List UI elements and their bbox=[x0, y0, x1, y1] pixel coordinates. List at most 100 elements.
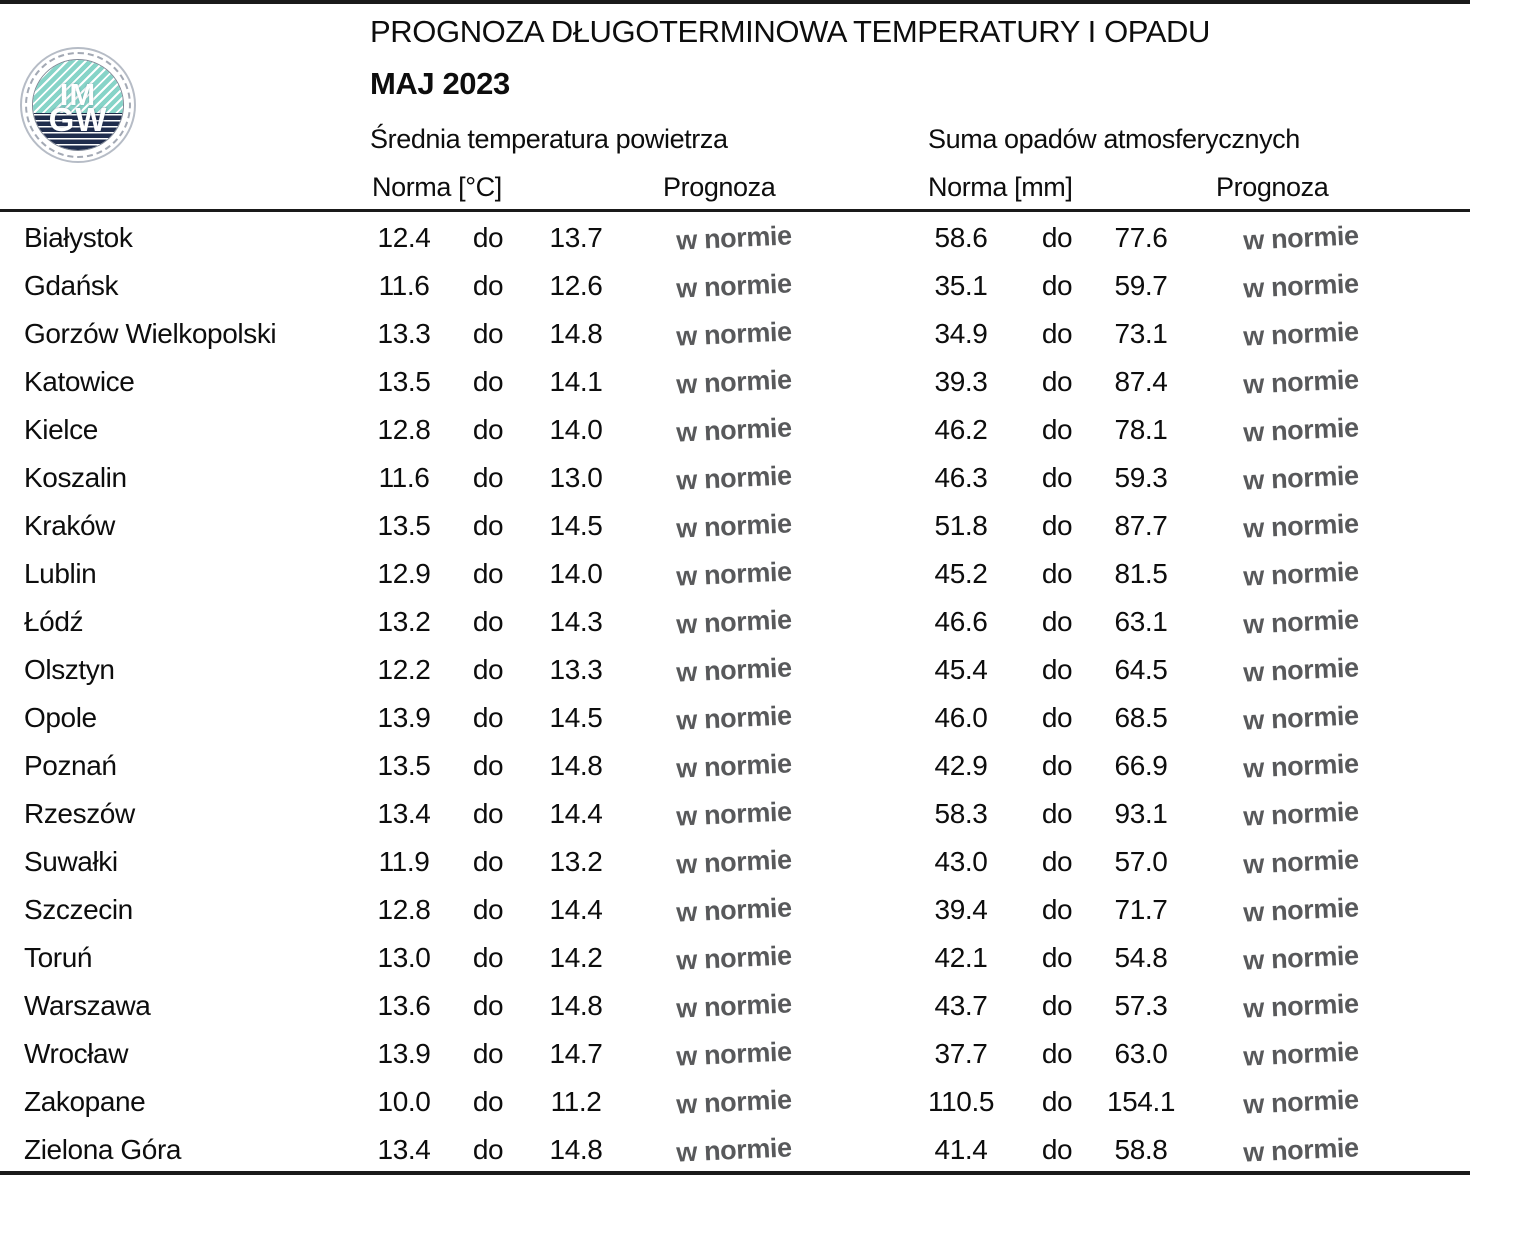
precip-min: 35.1 bbox=[934, 270, 988, 301]
city-name: Gorzów Wielkopolski bbox=[24, 318, 277, 349]
column-header-precip-forecast: Prognoza bbox=[1216, 172, 1329, 202]
city-name: Gdańsk bbox=[24, 270, 119, 301]
precip-max: 54.8 bbox=[1114, 942, 1168, 973]
city-name: Białystok bbox=[24, 222, 133, 253]
temp-min: 13.3 bbox=[377, 318, 431, 349]
precip-max: 59.7 bbox=[1114, 270, 1168, 301]
precip-forecast: w normie bbox=[1242, 1131, 1360, 1168]
temp-max: 14.1 bbox=[549, 366, 603, 397]
precip-forecast: w normie bbox=[1242, 315, 1360, 352]
temp-forecast: w normie bbox=[675, 699, 793, 736]
temp-forecast: w normie bbox=[675, 315, 793, 352]
precip-min: 34.9 bbox=[934, 318, 988, 349]
temp-min: 13.6 bbox=[377, 990, 431, 1021]
temp-max: 13.0 bbox=[549, 462, 603, 493]
temp-min: 10.0 bbox=[377, 1086, 431, 1117]
precip-min: 37.7 bbox=[934, 1038, 988, 1069]
range-separator: do bbox=[472, 414, 504, 445]
city-name: Zakopane bbox=[24, 1086, 146, 1117]
precip-min: 41.4 bbox=[934, 1134, 988, 1165]
temp-max: 14.5 bbox=[549, 510, 603, 541]
range-separator: do bbox=[472, 558, 504, 589]
range-separator: do bbox=[472, 222, 504, 253]
precip-forecast: w normie bbox=[1242, 363, 1360, 400]
table-row: Szczecin 12.8 do 14.4 w normie 39.4 do 7… bbox=[0, 886, 1536, 934]
table-row: Gdańsk 11.6 do 12.6 w normie 35.1 do 59.… bbox=[0, 262, 1536, 310]
logo-ring-microtext bbox=[25, 52, 131, 158]
page-title: PROGNOZA DŁUGOTERMINOWA TEMPERATURY I OP… bbox=[370, 14, 1211, 49]
temp-min: 12.8 bbox=[377, 414, 431, 445]
temp-forecast: w normie bbox=[675, 603, 793, 640]
precip-min: 39.4 bbox=[934, 894, 988, 925]
city-name: Koszalin bbox=[24, 462, 127, 493]
range-separator: do bbox=[472, 942, 504, 973]
precip-min: 42.1 bbox=[934, 942, 988, 973]
temp-max: 14.8 bbox=[549, 318, 603, 349]
temp-max: 14.4 bbox=[549, 894, 603, 925]
precip-max: 57.3 bbox=[1114, 990, 1168, 1021]
range-separator: do bbox=[1041, 1086, 1073, 1117]
city-name: Kraków bbox=[24, 510, 115, 541]
range-separator: do bbox=[1041, 654, 1073, 685]
logo-text-im: IM bbox=[59, 76, 97, 112]
range-separator: do bbox=[472, 462, 504, 493]
temp-max: 14.7 bbox=[549, 1038, 603, 1069]
temp-min: 13.5 bbox=[377, 750, 431, 781]
range-separator: do bbox=[1041, 1134, 1073, 1165]
range-separator: do bbox=[472, 990, 504, 1021]
range-separator: do bbox=[472, 606, 504, 637]
city-name: Rzeszów bbox=[24, 798, 135, 829]
temp-max: 12.6 bbox=[549, 270, 603, 301]
temp-min: 12.2 bbox=[377, 654, 431, 685]
temp-forecast: w normie bbox=[675, 1083, 793, 1120]
precip-max: 68.5 bbox=[1114, 702, 1168, 733]
range-separator: do bbox=[1041, 222, 1073, 253]
column-header-precip-norm: Norma [mm] bbox=[928, 172, 1073, 202]
precip-max: 154.1 bbox=[1106, 1086, 1176, 1117]
precip-min: 110.5 bbox=[928, 1086, 994, 1117]
precip-forecast: w normie bbox=[1242, 987, 1360, 1024]
range-separator: do bbox=[472, 846, 504, 877]
temp-forecast: w normie bbox=[675, 411, 793, 448]
table-row: Opole 13.9 do 14.5 w normie 46.0 do 68.5… bbox=[0, 694, 1536, 742]
temp-forecast: w normie bbox=[675, 507, 793, 544]
table-row: Poznań 13.5 do 14.8 w normie 42.9 do 66.… bbox=[0, 742, 1536, 790]
city-name: Poznań bbox=[24, 750, 117, 781]
temp-min: 12.8 bbox=[377, 894, 431, 925]
city-name: Łódź bbox=[24, 606, 84, 637]
city-name: Zielona Góra bbox=[24, 1134, 182, 1165]
precip-max: 58.8 bbox=[1114, 1134, 1168, 1165]
precip-min: 42.9 bbox=[934, 750, 988, 781]
temp-forecast: w normie bbox=[675, 1131, 793, 1168]
temp-max: 11.2 bbox=[550, 1086, 602, 1117]
precip-max: 66.9 bbox=[1114, 750, 1168, 781]
temp-min: 13.0 bbox=[377, 942, 431, 973]
header-separator-rule bbox=[0, 209, 1470, 212]
temp-max: 14.2 bbox=[549, 942, 603, 973]
precip-max: 71.7 bbox=[1114, 894, 1168, 925]
temp-forecast: w normie bbox=[675, 795, 793, 832]
range-separator: do bbox=[472, 702, 504, 733]
temp-max: 14.8 bbox=[549, 990, 603, 1021]
precip-forecast: w normie bbox=[1242, 267, 1360, 304]
range-separator: do bbox=[472, 1038, 504, 1069]
precip-max: 63.1 bbox=[1114, 606, 1168, 637]
precip-forecast: w normie bbox=[1242, 795, 1360, 832]
precip-min: 46.6 bbox=[934, 606, 988, 637]
table-row: Toruń 13.0 do 14.2 w normie 42.1 do 54.8… bbox=[0, 934, 1536, 982]
table-row: Kielce 12.8 do 14.0 w normie 46.2 do 78.… bbox=[0, 406, 1536, 454]
temp-min: 13.2 bbox=[377, 606, 431, 637]
temp-forecast: w normie bbox=[675, 987, 793, 1024]
range-separator: do bbox=[1041, 798, 1073, 829]
temp-forecast: w normie bbox=[675, 843, 793, 880]
city-name: Kielce bbox=[24, 414, 98, 445]
precip-min: 46.3 bbox=[934, 462, 988, 493]
range-separator: do bbox=[472, 1134, 504, 1165]
precip-forecast: w normie bbox=[1242, 747, 1360, 784]
temp-max: 14.3 bbox=[549, 606, 603, 637]
precip-min: 43.7 bbox=[934, 990, 988, 1021]
temp-forecast: w normie bbox=[675, 267, 793, 304]
range-separator: do bbox=[472, 654, 504, 685]
city-name: Warszawa bbox=[24, 990, 151, 1021]
range-separator: do bbox=[1041, 606, 1073, 637]
